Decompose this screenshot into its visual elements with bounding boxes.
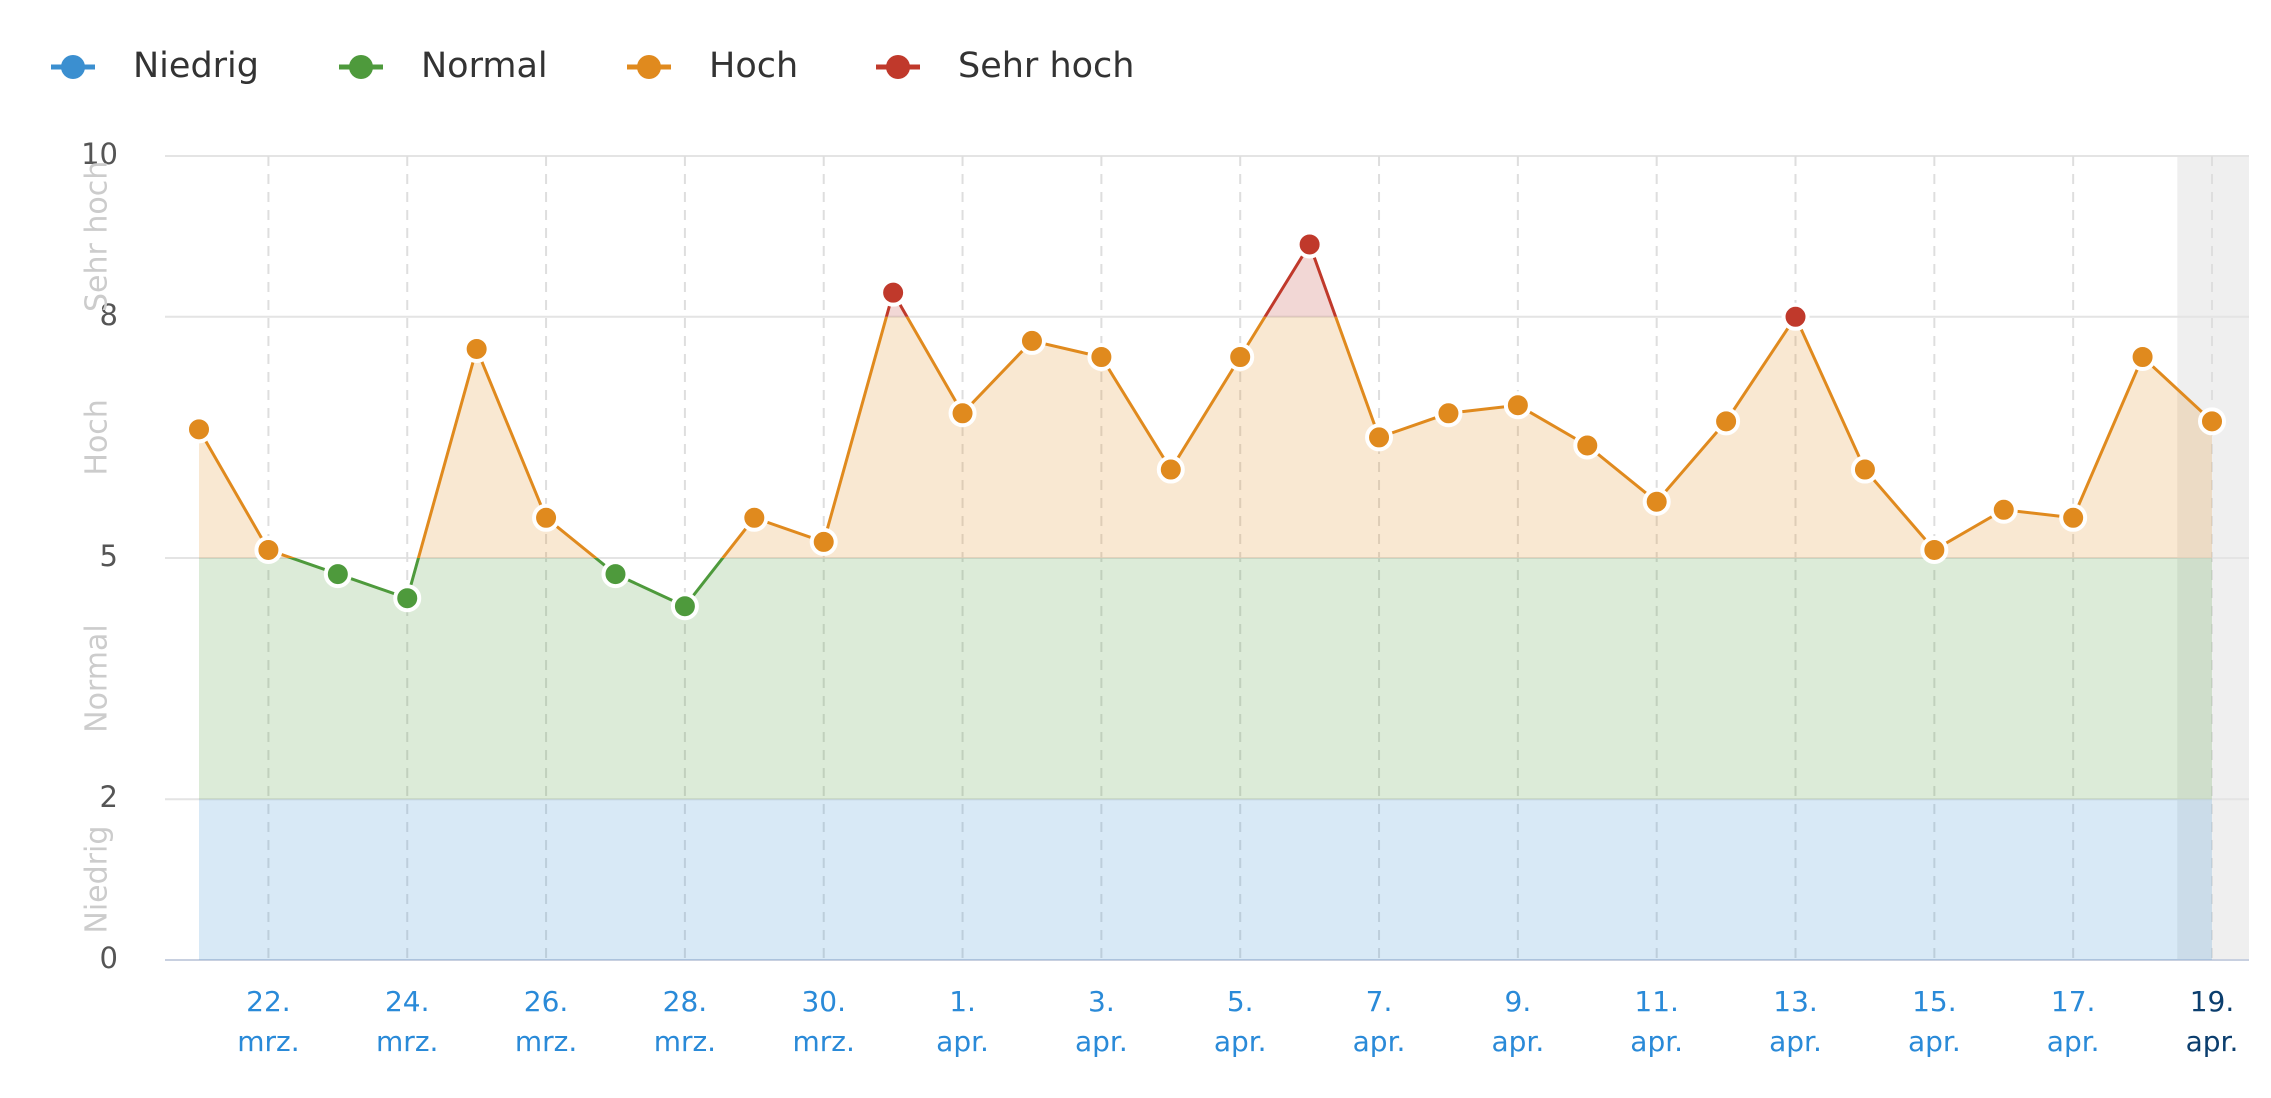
point: [1712, 407, 1741, 436]
point: [1226, 343, 1255, 371]
point: [2128, 343, 2157, 371]
point: [2198, 407, 2226, 436]
point: [254, 535, 283, 564]
zone-label: Normal: [80, 624, 115, 733]
point: [393, 584, 422, 613]
point: [809, 527, 838, 556]
zone-label: Sehr hoch: [80, 161, 115, 312]
point: [1781, 302, 1810, 331]
x-tick-label: 1. apr.: [936, 985, 989, 1058]
point: [185, 415, 213, 444]
point: [948, 399, 977, 428]
x-tick-label: 13. apr.: [1769, 985, 1822, 1058]
y-tick-label: 2: [100, 780, 118, 814]
zone-area: [199, 558, 2212, 800]
x-tick-label: 30. mrz.: [792, 985, 855, 1058]
zone-label: Niedrig: [80, 826, 115, 934]
zone-area: [199, 316, 2212, 558]
x-tick-label: 17. apr.: [2046, 985, 2100, 1058]
legend-marker: [349, 55, 373, 79]
point: [879, 278, 908, 307]
point: [1573, 431, 1602, 460]
point: [2059, 503, 2088, 532]
line: [197, 316, 2214, 558]
y-tick-label: 5: [100, 539, 118, 573]
y-tick-label: 8: [100, 298, 118, 332]
legend-label: Niedrig: [133, 46, 259, 86]
x-tick-label: 3. apr.: [1074, 985, 1128, 1058]
point: [1295, 230, 1324, 259]
x-tick-label: 5. apr.: [1213, 985, 1267, 1058]
legend-marker: [637, 55, 661, 79]
x-tick-label: 9. apr.: [1491, 985, 1545, 1058]
x-tick-label: 19. apr.: [2185, 985, 2239, 1058]
point: [740, 503, 769, 532]
point: [1156, 455, 1185, 484]
point: [1087, 343, 1116, 371]
point: [1850, 455, 1879, 484]
legend-label: Sehr hoch: [958, 46, 1134, 86]
point: [462, 334, 491, 363]
point: [532, 503, 561, 532]
x-tick-label: 28. mrz.: [653, 985, 717, 1058]
point: [1920, 535, 1949, 564]
point: [601, 560, 630, 589]
point: [1642, 487, 1671, 516]
legend-label: Normal: [421, 46, 548, 86]
x-tick-label: 11. apr.: [1630, 985, 1684, 1058]
point: [1434, 399, 1463, 428]
x-tick-label: 24. mrz.: [376, 985, 439, 1058]
y-tick-label: 10: [81, 137, 118, 171]
x-tick-label: 22. mrz.: [237, 985, 300, 1058]
zone-area: [199, 799, 2212, 960]
point: [1365, 423, 1394, 452]
x-tick-label: 26. mrz.: [514, 985, 578, 1058]
point: [323, 560, 352, 589]
point: [1017, 326, 1046, 355]
point: [1503, 391, 1532, 420]
point: [670, 592, 699, 621]
zone-label: Hoch: [80, 399, 115, 475]
legend-label: Hoch: [709, 46, 798, 86]
x-tick-label: 7. apr.: [1352, 985, 1406, 1058]
x-tick-label: 15. apr.: [1907, 985, 1961, 1058]
legend-marker: [61, 55, 85, 79]
y-tick-label: 0: [100, 941, 118, 975]
legend-marker: [886, 55, 910, 79]
point: [1989, 495, 2018, 524]
